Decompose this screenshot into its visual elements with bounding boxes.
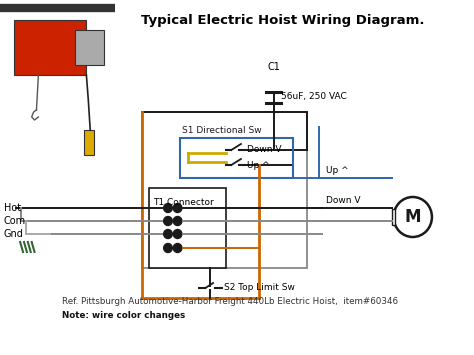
Text: C1: C1: [267, 62, 280, 72]
Text: S2 Top Limit Sw: S2 Top Limit Sw: [224, 284, 294, 293]
Text: S1 Directional Sw: S1 Directional Sw: [182, 126, 262, 135]
Text: Gnd: Gnd: [4, 229, 24, 239]
Text: Com: Com: [4, 216, 26, 226]
Bar: [75, 30, 104, 65]
Text: 56uF, 250 VAC: 56uF, 250 VAC: [281, 93, 347, 102]
Bar: [392, 209, 395, 225]
Text: Hot: Hot: [4, 203, 21, 213]
Circle shape: [173, 244, 182, 252]
Bar: [149, 188, 226, 268]
Circle shape: [173, 203, 182, 213]
Bar: [84, 130, 94, 155]
Text: Up ^: Up ^: [246, 162, 269, 170]
Circle shape: [164, 217, 172, 225]
Bar: [14, 20, 86, 75]
Circle shape: [393, 197, 432, 237]
Text: Up ^: Up ^: [327, 166, 349, 175]
Text: Down V: Down V: [327, 196, 361, 205]
Text: Down V: Down V: [246, 144, 281, 153]
Text: Typical Electric Hoist Wiring Diagram.: Typical Electric Hoist Wiring Diagram.: [141, 14, 425, 27]
Text: Note: wire color changes: Note: wire color changes: [63, 311, 186, 321]
Text: M: M: [404, 208, 421, 226]
Text: Ref. Pittsburgh Automotive-Harbor Freight 440Lb Electric Hoist,  item#60346: Ref. Pittsburgh Automotive-Harbor Freigh…: [63, 297, 398, 306]
Circle shape: [164, 244, 172, 252]
Bar: [181, 138, 293, 178]
Text: T1 Connector: T1 Connector: [154, 198, 214, 207]
Bar: [142, 112, 307, 268]
Circle shape: [164, 203, 172, 213]
Circle shape: [173, 217, 182, 225]
Circle shape: [173, 229, 182, 239]
Circle shape: [164, 229, 172, 239]
